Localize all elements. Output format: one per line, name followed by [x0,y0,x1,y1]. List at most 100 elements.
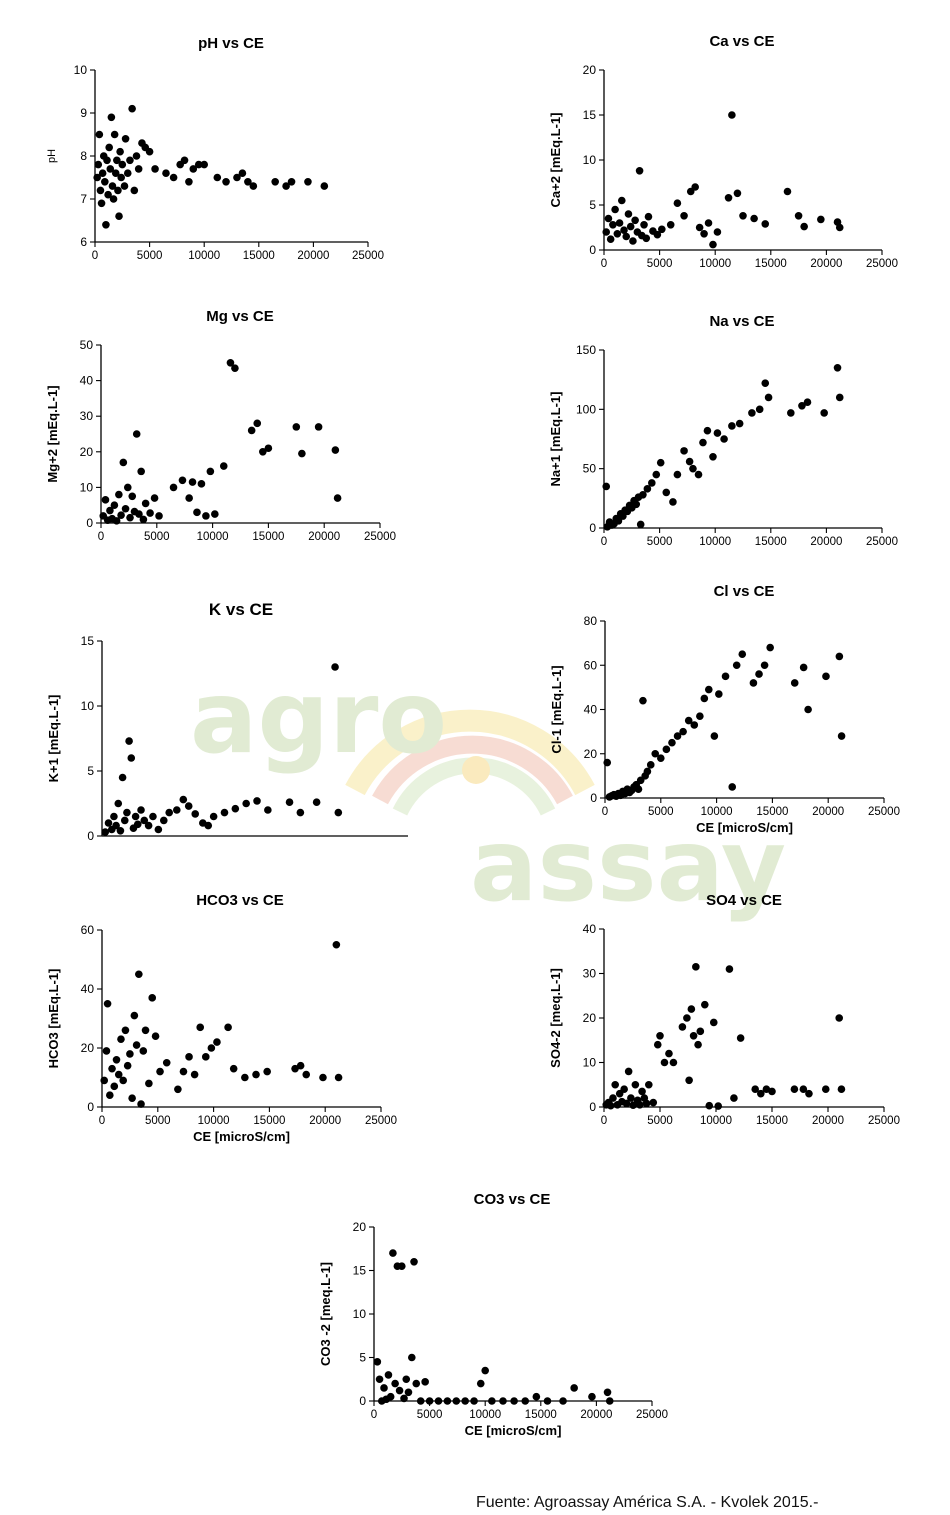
data-point [123,483,132,492]
data-point [380,1384,388,1392]
y-tick-label: 20 [583,1011,597,1025]
x-tick-label: 5000 [648,806,674,818]
data-point [714,1102,723,1110]
y-tick-label: 0 [589,243,596,257]
data-point [665,1049,673,1058]
data-point [100,1076,109,1085]
x-tick-label: 10000 [188,250,220,262]
data-point [172,806,181,814]
data-point [249,182,258,190]
data-point [692,963,700,971]
data-point [207,1044,216,1052]
data-point [145,1079,153,1088]
data-point [247,426,256,435]
x-tick-label: 10000 [469,1409,501,1421]
data-point [476,1379,485,1388]
y-tick-label: 20 [583,63,597,77]
x-tick-label: 20000 [308,531,340,543]
data-point [233,173,241,182]
data-point [705,1101,714,1110]
data-point [120,182,129,190]
source-note: Fuente: Agroassay América S.A. - Kvolek … [476,1494,819,1511]
data-point [691,183,699,191]
data-point [730,1094,738,1102]
x-tick-label: 25000 [365,1115,397,1127]
x-tick-label: 25000 [364,531,396,543]
data-point [103,999,112,1008]
data-point [184,802,193,810]
data-point [404,1388,413,1397]
data-point [755,405,764,414]
data-point [389,1249,397,1257]
x-tick-label: 15000 [253,1115,285,1127]
x-tick-label: 15000 [756,806,788,818]
x-tick-label: 5000 [647,258,673,270]
chart-3: Na vs CE 0 50 100 150 0 5000 10000 15000 20000 250… [548,313,898,548]
y-axis-label: Cl-1 [mEq.L-1] [549,665,564,753]
x-tick-label: 0 [98,531,104,543]
data-point [209,812,218,821]
data-point [114,186,122,195]
data-point [408,1353,416,1362]
data-point [102,1047,111,1055]
data-point [799,663,808,672]
data-point [728,422,736,430]
y-tick-label: 150 [576,343,596,357]
data-point [238,169,247,177]
x-tick-label: 0 [601,258,607,270]
data-point [787,409,795,417]
data-point [798,401,806,410]
data-point [148,994,157,1002]
data-point [653,230,662,239]
data-point [169,483,178,492]
data-point [673,470,682,479]
data-point [696,712,704,720]
data-point [639,696,647,705]
data-point [790,679,799,687]
y-tick-label: 10 [583,153,597,167]
data-point [452,1397,461,1405]
data-point [656,458,665,467]
data-point [224,1023,232,1032]
data-point [837,732,846,740]
y-tick-label: 10 [80,480,94,494]
y-tick-label: 0 [589,521,596,535]
data-point [817,215,825,224]
data-point [488,1397,496,1405]
data-point [679,727,687,736]
data-point [821,1085,830,1093]
x-tick-label: 10000 [699,258,731,270]
data-point [102,221,110,229]
data-point [213,173,222,182]
x-tick-label: 0 [92,250,98,262]
data-point [128,104,136,113]
data-point [620,1085,628,1093]
data-point [106,1091,114,1099]
data-point [135,510,143,518]
data-point [140,816,149,825]
data-point [837,1085,846,1093]
x-tick-label: 15000 [756,1115,788,1127]
data-point [123,808,131,817]
data-point [112,1056,121,1064]
data-point [619,512,627,520]
data-point [97,199,106,208]
data-point [264,806,272,814]
x-tick-label: 0 [601,536,607,548]
data-point [141,499,150,508]
data-point [386,1392,395,1401]
data-point [191,810,200,818]
data-point [635,167,644,175]
data-point [613,230,622,238]
data-point [119,458,128,467]
x-tick-label: 25000 [636,1409,668,1421]
data-point [282,182,290,190]
data-point [606,235,615,243]
data-point [169,173,178,182]
data-point [213,1038,221,1046]
data-point [292,423,301,431]
data-point [709,1018,718,1027]
data-point [750,214,758,223]
chart-title: Cl vs CE [714,583,775,600]
data-point [662,745,671,754]
